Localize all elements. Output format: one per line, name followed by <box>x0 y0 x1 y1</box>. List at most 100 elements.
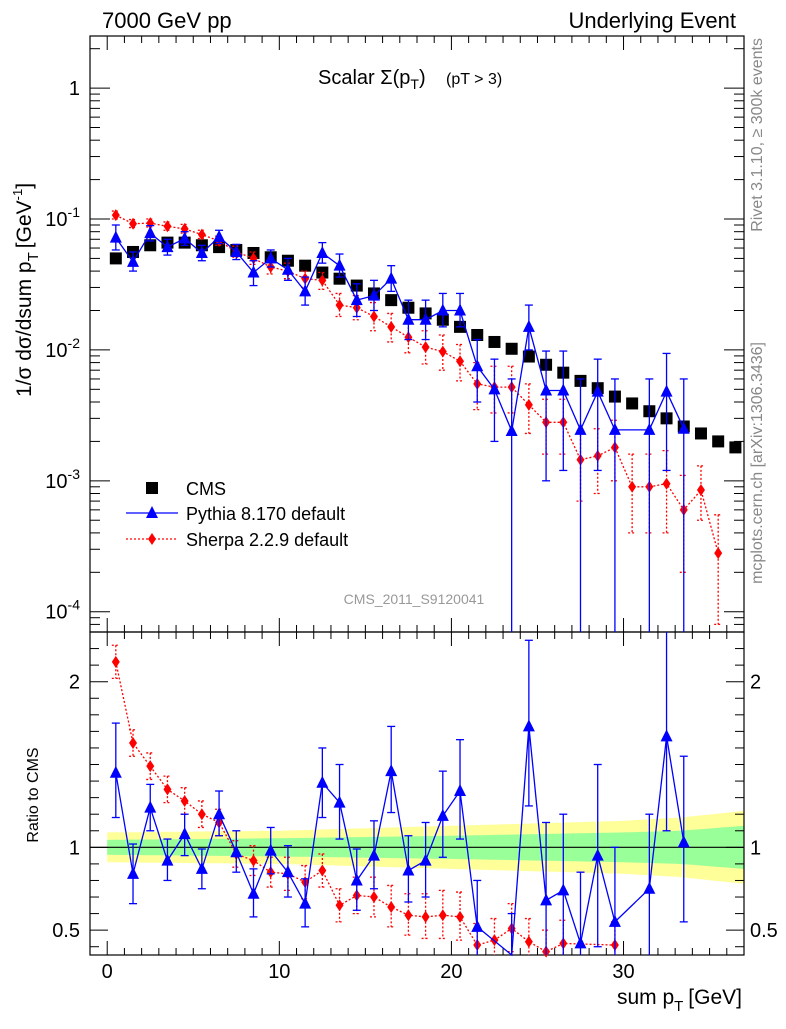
cms-data-point <box>299 259 312 272</box>
pythia-main-data-point <box>454 303 467 316</box>
sherpa-ratio-data-point <box>369 891 378 904</box>
sherpa-ratio-data-point <box>129 736 138 749</box>
main-y-tick-label: 1 <box>69 78 80 100</box>
pythia-ratio-data-point <box>677 835 690 848</box>
pythia-main-data-point <box>608 422 621 435</box>
sherpa-main-data-point <box>163 220 172 233</box>
pythia-ratio-data-point <box>471 919 484 932</box>
pythia-ratio-data-point <box>213 807 226 820</box>
pythia-ratio-data-point <box>608 914 621 927</box>
main-y-tick-base: 1 <box>69 78 80 100</box>
pythia-ratio-data-point <box>333 795 346 808</box>
main-y-tick-base: 10 <box>45 340 67 362</box>
pythia-ratio-line <box>115 726 685 957</box>
header-right: Underlying Event <box>568 8 736 33</box>
plot-title-sub: T <box>410 76 419 92</box>
pythia-main-data-point <box>316 245 329 258</box>
sherpa-ratio-data-point <box>387 900 396 913</box>
pythia-ratio-data-point <box>109 765 122 778</box>
sherpa-main-data-point <box>369 310 378 323</box>
x-axis-label-sub: T <box>674 998 683 1015</box>
pythia-ratio-data-point <box>178 827 191 840</box>
x-tick-label: 30 <box>612 961 634 983</box>
sherpa-main-data-point <box>197 228 206 241</box>
x-tick-label: 10 <box>268 961 290 983</box>
sherpa-main-data-point <box>438 345 447 358</box>
sherpa-ratio-data-point <box>335 899 344 912</box>
legend-label: Pythia 8.170 default <box>186 504 345 524</box>
main-y-tick-label: 10-4 <box>45 597 80 624</box>
sherpa-ratio-data-point <box>318 864 327 877</box>
pythia-ratio-data-point <box>161 853 174 866</box>
pythia-main-data-point <box>264 251 277 264</box>
cms-data-point <box>144 239 157 252</box>
sherpa-main-data-point <box>456 355 465 368</box>
cms-data-point <box>694 427 707 440</box>
pythia-main-data-point <box>643 422 656 435</box>
x-tick-label: 0 <box>102 961 113 983</box>
sherpa-main-data-point <box>696 484 705 497</box>
sherpa-main-data-point <box>524 398 533 411</box>
ratio-y-tick-label: 2 <box>69 672 80 694</box>
pythia-ratio-data-point <box>195 861 208 874</box>
cms-data-point <box>626 397 639 410</box>
pythia-main-data-point <box>109 230 122 243</box>
plot-title-cut: (pT > 3) <box>446 71 502 88</box>
sherpa-main-data-point <box>318 274 327 287</box>
main-y-tick-label: 10-2 <box>45 335 80 362</box>
pythia-main-data-point <box>213 229 226 242</box>
pythia-main-data-point <box>195 245 208 258</box>
ratio-y-tick-label-right: 2 <box>750 672 761 694</box>
pythia-ratio-data-point <box>522 719 535 732</box>
pythia-main-data-point <box>540 383 553 396</box>
y-axis-label-close: ] <box>13 183 36 189</box>
sherpa-main-data-point <box>129 217 138 230</box>
x-tick-label: 20 <box>440 961 462 983</box>
pythia-ratio-data-point <box>127 866 140 879</box>
pythia-ratio-data-point <box>144 800 157 813</box>
pythia-main-series <box>109 224 690 632</box>
cms-data-point <box>522 350 535 363</box>
legend-marker-sherpa <box>126 533 178 545</box>
y-axis-label-main: 1/σ dσ/dsum p <box>13 261 36 397</box>
ratio-y-tick-label: 1 <box>69 837 80 859</box>
main-y-tick-base: 10 <box>45 209 67 231</box>
x-axis-label-main: sum p <box>617 986 674 1009</box>
x-axis-label-unit: [GeV] <box>688 986 742 1009</box>
main-y-tick-exp: -1 <box>68 204 81 220</box>
pythia-main-data-point <box>522 319 535 332</box>
cms-data-point <box>385 294 398 307</box>
pythia-main-data-point <box>591 384 604 397</box>
pythia-main-data-point <box>677 421 690 434</box>
pythia-main-data-point <box>385 271 398 284</box>
y-axis-label: 1/σ dσ/dsum pT [GeV-1] <box>10 183 42 397</box>
sherpa-main-data-point <box>714 547 723 560</box>
plot-title: Scalar Σ(pT) <box>318 67 426 92</box>
legend-marker-cms <box>146 482 158 494</box>
pythia-ratio-data-point <box>264 843 277 856</box>
pythia-main-data-point <box>299 284 312 297</box>
sherpa-main-data-point <box>387 320 396 333</box>
x-axis-label: sum pT [GeV] <box>617 986 742 1015</box>
sherpa-ratio-data-point <box>163 783 172 796</box>
ratio-y-tick-label-right: 1 <box>750 837 761 859</box>
pythia-main-data-point <box>505 424 518 437</box>
pythia-ratio-data-point <box>557 883 570 896</box>
ratio-y-tick-label-right: 0.5 <box>750 920 778 942</box>
pythia-ratio-data-point <box>385 764 398 777</box>
sherpa-ratio-line <box>115 661 615 953</box>
cms-data-point <box>505 342 518 355</box>
pythia-main-data-point <box>144 226 157 239</box>
sherpa-main-data-point <box>335 299 344 312</box>
sherpa-ratio-data-point <box>197 808 206 821</box>
pythia-ratio-data-point <box>230 845 243 858</box>
main-y-tick-exp: -3 <box>68 466 81 482</box>
main-y-tick-base: 10 <box>45 471 67 493</box>
pythia-main-data-point <box>436 303 449 316</box>
sherpa-main-data-point <box>421 341 430 354</box>
main-y-tick-exp: -4 <box>68 597 81 613</box>
pythia-ratio-data-point <box>574 936 587 949</box>
